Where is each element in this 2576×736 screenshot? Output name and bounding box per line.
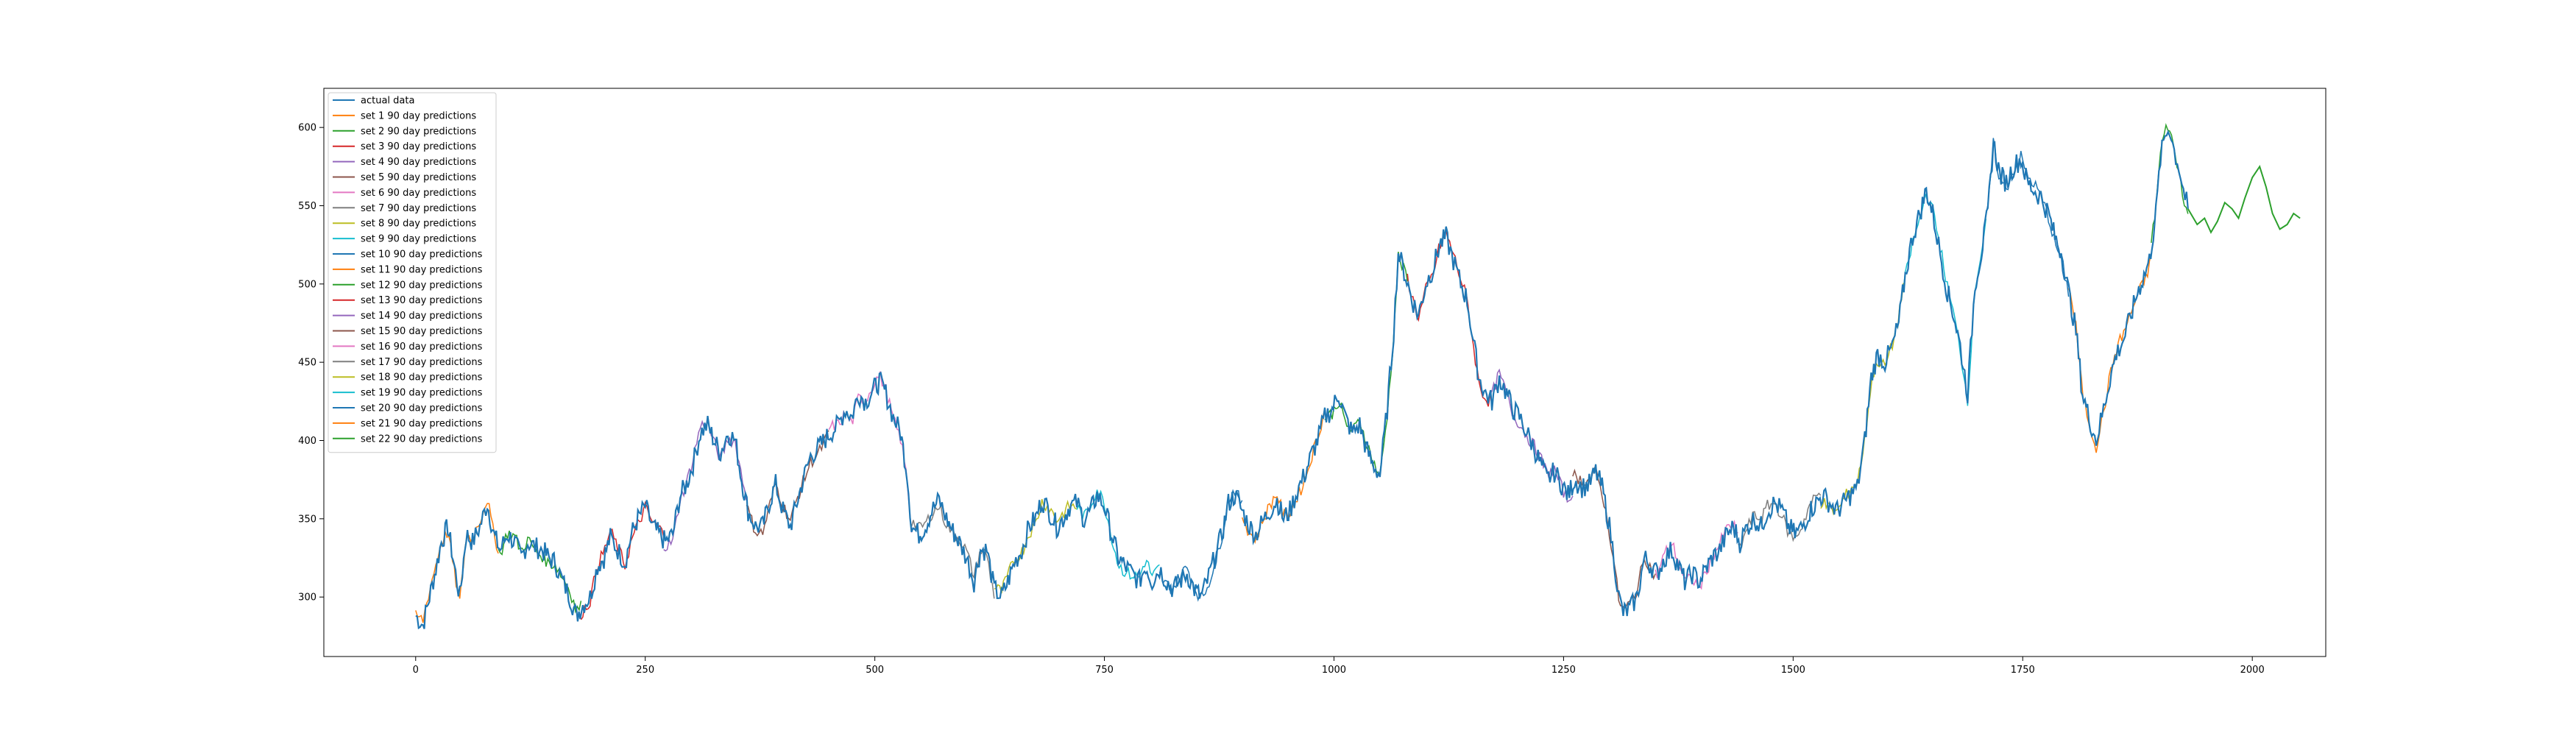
legend-label: set 10 90 day predictions bbox=[361, 250, 483, 261]
legend-label: set 7 90 day predictions bbox=[361, 203, 476, 214]
legend-label: set 19 90 day predictions bbox=[361, 388, 483, 399]
legend-label: set 11 90 day predictions bbox=[361, 264, 483, 275]
forecast-tail-line bbox=[2187, 165, 2301, 234]
legend-label: set 13 90 day predictions bbox=[361, 295, 483, 306]
legend-label: set 3 90 day predictions bbox=[361, 141, 476, 152]
x-tick-label: 1000 bbox=[1322, 665, 1346, 676]
legend-label: set 1 90 day predictions bbox=[361, 110, 476, 121]
axes-frame bbox=[323, 88, 2326, 657]
x-tick-label: 0 bbox=[413, 665, 419, 676]
x-tick-label: 1500 bbox=[1781, 665, 1805, 676]
y-tick-label: 550 bbox=[298, 201, 316, 212]
legend-label: set 8 90 day predictions bbox=[361, 219, 476, 230]
x-tick-label: 2000 bbox=[2240, 665, 2265, 676]
legend-label: set 18 90 day predictions bbox=[361, 372, 483, 383]
y-tick-label: 500 bbox=[298, 279, 316, 290]
x-tick-label: 1750 bbox=[2011, 665, 2035, 676]
y-tick-label: 450 bbox=[298, 358, 316, 369]
y-tick-label: 600 bbox=[298, 123, 316, 134]
legend-label: set 4 90 day predictions bbox=[361, 157, 476, 168]
x-tick-label: 500 bbox=[866, 665, 884, 676]
legend: actual data set 1 90 day predictions set 2… bbox=[328, 92, 497, 453]
y-tick-label: 400 bbox=[298, 436, 316, 447]
plot-lines bbox=[415, 123, 2301, 630]
legend-label: set 20 90 day predictions bbox=[361, 403, 483, 414]
legend-label: set 15 90 day predictions bbox=[361, 326, 483, 337]
legend-label: set 12 90 day predictions bbox=[361, 280, 483, 291]
legend-label: set 21 90 day predictions bbox=[361, 418, 483, 429]
x-tick-label: 250 bbox=[636, 665, 654, 676]
x-tick-label: 750 bbox=[1095, 665, 1114, 676]
legend-label: actual data bbox=[361, 96, 414, 107]
legend-label: set 9 90 day predictions bbox=[361, 234, 476, 245]
legend-box bbox=[328, 92, 497, 453]
y-tick-label: 350 bbox=[298, 514, 316, 525]
legend-label: set 2 90 day predictions bbox=[361, 126, 476, 137]
legend-label: set 6 90 day predictions bbox=[361, 188, 476, 199]
actual-data-line bbox=[415, 130, 2189, 630]
legend-label: set 22 90 day predictions bbox=[361, 434, 483, 445]
x-axis: 0 250 500 750 1000 1250 1500 1750 2000 bbox=[413, 657, 2265, 676]
y-tick-label: 300 bbox=[298, 592, 316, 604]
y-axis: 300 350 400 450 500 550 600 bbox=[298, 123, 324, 604]
legend-label: set 17 90 day predictions bbox=[361, 357, 483, 368]
legend-label: set 5 90 day predictions bbox=[361, 172, 476, 183]
legend-label: set 14 90 day predictions bbox=[361, 311, 483, 322]
legend-label: set 16 90 day predictions bbox=[361, 342, 483, 353]
prediction-line-set-11 bbox=[1241, 409, 1326, 545]
x-tick-label: 1250 bbox=[1551, 665, 1576, 676]
